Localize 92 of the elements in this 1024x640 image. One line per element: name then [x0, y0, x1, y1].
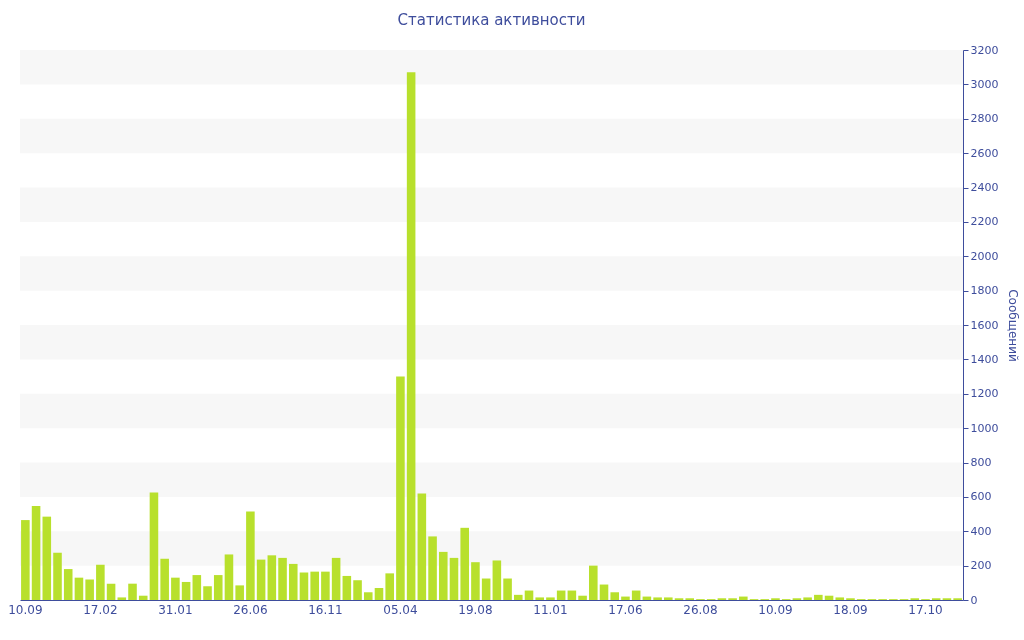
bar	[353, 580, 362, 600]
bar	[406, 72, 416, 600]
bar	[21, 520, 30, 600]
bar	[503, 578, 512, 600]
bar	[74, 577, 84, 600]
bar	[63, 569, 73, 600]
bar	[449, 557, 459, 600]
y-tick-label: 800	[970, 456, 992, 469]
bar	[835, 597, 845, 600]
x-tick-label: 26.08	[683, 602, 718, 617]
y-axis-title: Сообщений	[1006, 289, 1021, 362]
bar	[256, 559, 266, 600]
y-tick-label: 200	[970, 559, 992, 573]
bar	[235, 585, 244, 600]
bar	[471, 562, 480, 600]
y-tick-label: 2200	[970, 215, 999, 229]
y-tick-label: 2800	[970, 112, 999, 126]
y-tick-label: 600	[970, 490, 992, 504]
y-tick-label: 2000	[970, 249, 999, 263]
y-tick-label: 2400	[970, 181, 999, 194]
x-tick-label: 26.06	[233, 602, 268, 617]
bar	[117, 597, 127, 600]
bar	[171, 577, 180, 600]
x-tick-label: 19.08	[458, 602, 493, 617]
bar	[181, 581, 191, 600]
bar	[331, 557, 341, 600]
x-tick-label: 10.09	[8, 602, 43, 617]
bar	[138, 595, 148, 600]
x-tick-label: 11.01	[533, 602, 568, 617]
y-tick-label: 1400	[970, 352, 999, 366]
x-tick-label: 17.10	[908, 602, 943, 617]
x-tick-label: 10.09	[758, 602, 793, 617]
bar	[417, 493, 427, 600]
bar	[396, 376, 405, 600]
bar	[31, 505, 41, 600]
bar	[374, 587, 384, 600]
y-tick-label: 3000	[970, 77, 999, 91]
bar	[267, 555, 277, 600]
x-tick-label: 17.06	[608, 602, 643, 617]
x-tick-label: 17.02	[83, 602, 118, 617]
bar	[492, 560, 502, 600]
y-tick-label: 1600	[970, 318, 999, 332]
bar	[149, 492, 159, 600]
y-tick-label: 2600	[970, 146, 999, 160]
bar	[53, 552, 62, 600]
bar	[610, 592, 620, 600]
x-tick-label: 05.04	[383, 602, 418, 617]
bar	[224, 554, 234, 600]
bar	[664, 597, 673, 600]
bar	[192, 575, 202, 600]
bar	[288, 563, 298, 600]
x-tick-label: 31.01	[158, 602, 193, 617]
bar	[363, 592, 373, 600]
bar	[814, 594, 823, 600]
bar	[278, 557, 287, 600]
bar	[85, 579, 94, 600]
bar	[96, 564, 105, 600]
bar	[653, 597, 662, 600]
bar	[803, 597, 812, 600]
y-tick-label: 1000	[970, 421, 999, 435]
bar	[578, 595, 587, 600]
bar	[246, 511, 255, 600]
bar	[481, 578, 491, 600]
bar	[213, 575, 223, 600]
bar	[42, 516, 52, 600]
x-tick-label: 16.11	[308, 602, 343, 617]
x-tick-label: 18.09	[833, 602, 868, 617]
bar	[203, 586, 212, 600]
bar	[160, 558, 169, 600]
bar	[428, 536, 437, 600]
y-tick-label: 1200	[970, 387, 999, 401]
bar	[535, 597, 545, 600]
y-tick-label: 400	[970, 524, 992, 538]
y-tick-label: 1800	[970, 284, 999, 298]
bar	[599, 584, 609, 600]
bar	[385, 573, 394, 600]
bar	[438, 551, 448, 600]
bar	[321, 571, 330, 600]
bar	[106, 583, 116, 600]
bar	[621, 596, 630, 600]
bar	[342, 575, 352, 600]
bar	[128, 583, 137, 600]
bar	[739, 596, 748, 600]
bar	[589, 565, 598, 600]
y-tick-label: 0	[970, 593, 978, 607]
bar	[310, 571, 319, 600]
bar	[299, 572, 309, 600]
chart-title: Статистика активности	[397, 11, 586, 29]
y-tick-label: 3200	[970, 43, 999, 57]
bar	[546, 597, 555, 600]
bar	[514, 594, 523, 600]
bar	[460, 527, 469, 600]
